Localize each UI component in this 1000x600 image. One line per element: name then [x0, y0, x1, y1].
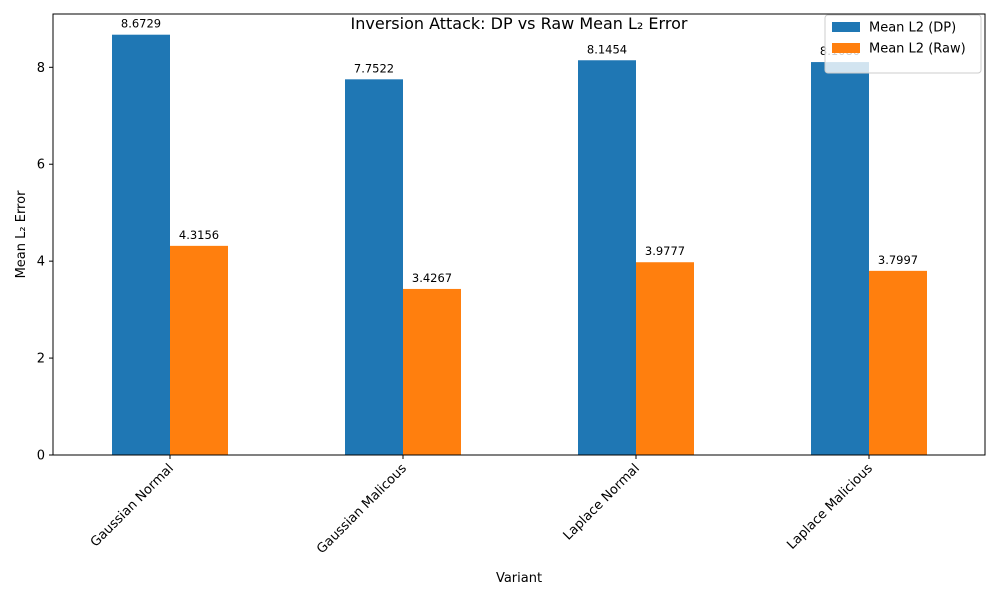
legend-swatch-dp [832, 22, 860, 32]
bar-raw-3 [869, 270, 927, 455]
y-axis: 0 2 4 6 8 [37, 61, 53, 464]
legend-label-raw: Mean L2 (Raw) [869, 42, 966, 57]
bar-dp-1 [345, 79, 403, 455]
data-label-raw-0: 4.3156 [179, 228, 219, 242]
legend-frame [824, 14, 982, 74]
bar-raw-1 [403, 288, 461, 455]
legend-label-dp: Mean L2 (DP) [869, 21, 956, 36]
data-label-raw-3: 3.7997 [878, 253, 918, 267]
x-tick-label: Laplace Normal [561, 461, 643, 543]
data-label-dp-0: 8.6729 [121, 17, 161, 31]
x-axis-label: Variant [496, 571, 542, 586]
y-tick-label: 2 [37, 352, 45, 367]
data-label-dp-1: 7.7522 [354, 61, 394, 75]
legend-swatch-raw [832, 43, 860, 53]
bar-raw-2 [636, 262, 694, 455]
bar-dp-0 [112, 34, 170, 455]
bar-dp-2 [578, 60, 636, 455]
data-label-raw-1: 3.4267 [412, 271, 452, 285]
y-tick-label: 4 [37, 255, 45, 270]
bars-group [112, 34, 927, 455]
x-tick-label: Laplace Malicious [784, 461, 876, 553]
plot-frame [52, 13, 986, 456]
bar-dp-3 [811, 62, 869, 455]
data-labels-group: 8.67297.75228.14548.10804.31563.42673.97… [121, 17, 918, 285]
y-tick-label: 6 [37, 158, 45, 173]
data-label-raw-2: 3.9777 [645, 244, 685, 258]
x-tick-label: Gaussian Normal [88, 461, 177, 550]
bar-raw-0 [170, 245, 228, 455]
y-tick-label: 8 [37, 61, 45, 76]
legend: Mean L2 (DP) Mean L2 (Raw) [824, 14, 982, 74]
y-tick-label: 0 [37, 449, 45, 464]
data-label-dp-2: 8.1454 [587, 42, 627, 56]
x-axis: Gaussian Normal Gaussian Malicous Laplace … [88, 455, 876, 557]
y-axis-label: Mean L₂ Error [14, 190, 29, 278]
x-tick-label: Gaussian Malicous [314, 461, 410, 557]
chart-title: Inversion Attack: DP vs Raw Mean L₂ Erro… [351, 14, 688, 33]
